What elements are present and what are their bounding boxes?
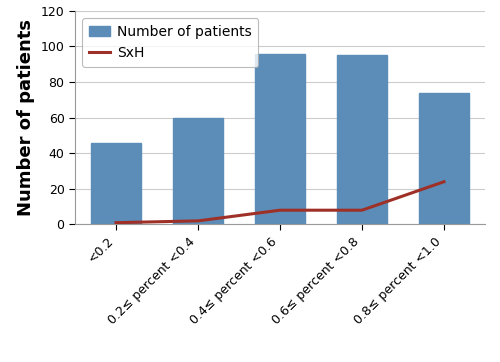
Bar (92, 143, 140, 224)
Bar (420, 93, 469, 224)
Y-axis label: Number of patients: Number of patients (17, 19, 35, 216)
Bar (174, 118, 222, 224)
Legend: Number of patients, SxH: Number of patients, SxH (82, 18, 258, 67)
Bar (256, 54, 304, 224)
Bar (338, 55, 386, 224)
